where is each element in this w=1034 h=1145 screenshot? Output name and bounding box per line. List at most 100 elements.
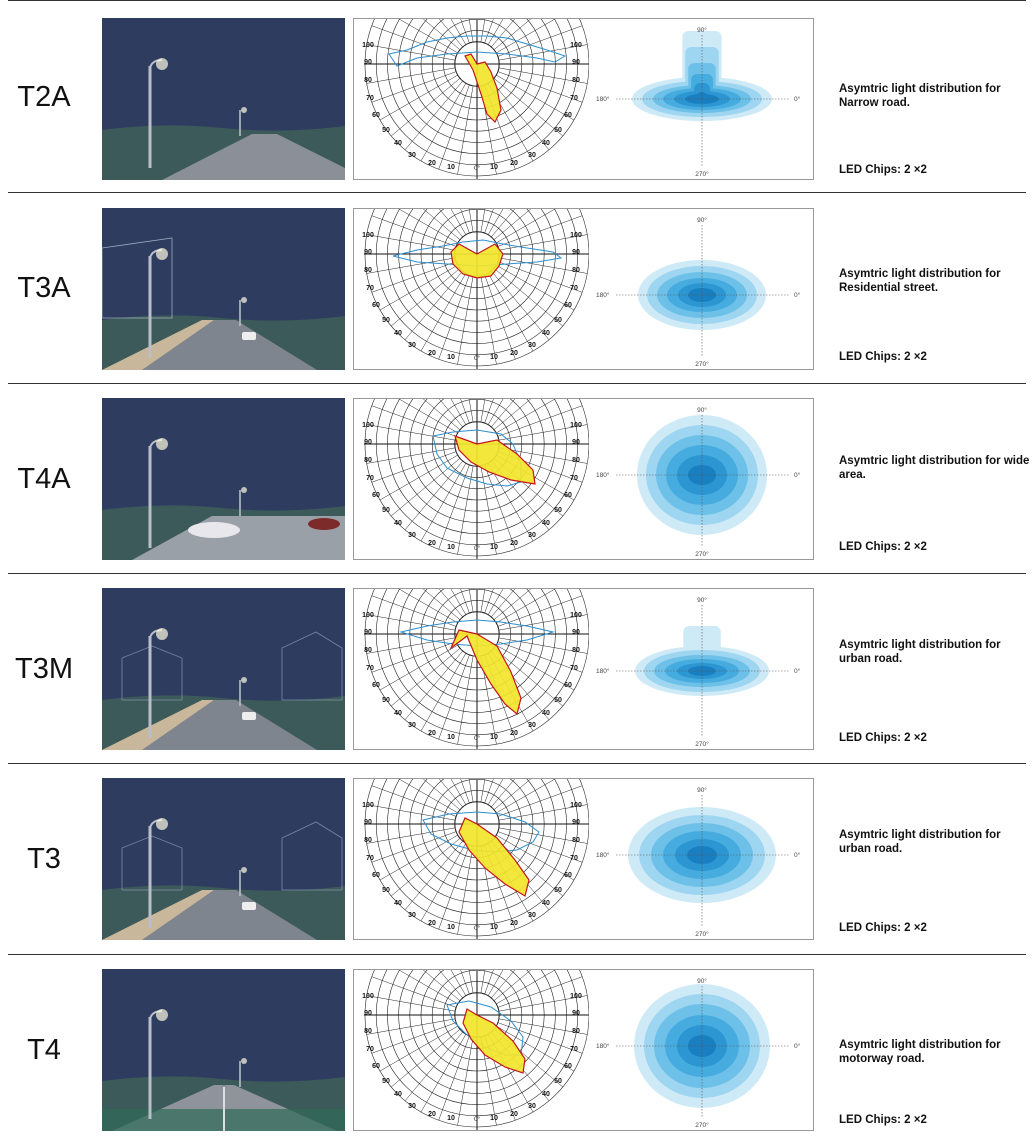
polar-scale-label: 90: [364, 819, 372, 826]
polar-scale-label: 90: [364, 59, 372, 66]
polar-grid-spoke: [498, 234, 588, 251]
row-divider: [8, 573, 1026, 574]
polar-scale-label: 90: [364, 1010, 372, 1017]
polar-grid-spoke: [460, 779, 470, 804]
polar-grid-spoke: [366, 827, 456, 844]
polar-grid-spoke: [493, 779, 532, 811]
isolux-diagram: 90° 180° 0° 270°: [596, 216, 801, 368]
street-light-glow: [156, 1009, 168, 1021]
polar-scale-label: 80: [364, 647, 372, 654]
polar-grid-spoke: [366, 67, 456, 84]
polar-grid-spoke: [484, 399, 494, 424]
polar-grid-spoke: [497, 785, 583, 817]
polar-scale-label: 10: [447, 164, 455, 171]
polar-grid-spoke: [495, 834, 575, 881]
polar-grid: [364, 19, 589, 179]
polar-scale-label: 30: [408, 1103, 416, 1110]
road-surface: [132, 516, 345, 560]
polar-scale-label: 100: [362, 422, 374, 429]
polar-grid-spoke: [493, 19, 532, 51]
car: [242, 902, 256, 910]
polar-grid-spoke: [379, 454, 459, 501]
polar-grid-spoke: [366, 447, 456, 464]
polar-grid-spoke: [495, 74, 575, 121]
distribution-type-label: T4: [27, 1033, 61, 1066]
polar-grid-spoke: [490, 80, 550, 150]
polar-grid-spoke: [420, 842, 467, 922]
polar-grid-spoke: [366, 1018, 456, 1035]
road-scene-illustration: [102, 969, 345, 1131]
polar-scale-label: 40: [394, 520, 402, 527]
car: [242, 332, 256, 340]
isolux-label-90: 90°: [697, 216, 707, 224]
polar-grid-spoke: [487, 399, 504, 426]
sidewalk: [102, 700, 214, 750]
isolux-label-270: 270°: [695, 740, 709, 748]
polar-scale-label: 80: [572, 1028, 580, 1035]
polar-grid-spoke: [422, 589, 461, 621]
polar-scale-label: 20: [428, 920, 436, 927]
polar-grid-spoke: [366, 257, 456, 274]
polar-grid-spoke: [497, 215, 583, 247]
polar-grid-spoke: [366, 995, 456, 1012]
polar-grid-spoke: [490, 270, 550, 340]
polar-grid-spoke: [498, 804, 588, 821]
polar-scale-label: 80: [364, 457, 372, 464]
row-divider: [8, 763, 1026, 764]
photometric-panel: 100 90 80 70 60 50 40 30 20 10 100 90 80 70 60 50 40 30 20…: [353, 778, 814, 940]
polar-grid-spoke: [457, 845, 474, 935]
distribution-row-t2a: T2A 100 90 80 70 60 50 40 30 20 10 100 90 80 70 60 50 40…: [0, 2, 1034, 192]
polar-grid-spoke: [450, 19, 467, 46]
isolux-label-0: 0°: [794, 1042, 801, 1050]
polar-grid-spoke: [487, 462, 534, 542]
polar-grid-spoke: [487, 970, 504, 997]
polar-grid-spoke: [422, 19, 461, 51]
polar-scale-label: 20: [428, 1111, 436, 1118]
distribution-type-label: T3M: [15, 652, 73, 685]
parked-car: [308, 518, 340, 530]
polar-scale-label: 90: [364, 249, 372, 256]
polar-grid-spoke: [493, 970, 532, 1002]
polar-grid-spoke: [487, 209, 504, 236]
isolux-label-90: 90°: [697, 406, 707, 414]
polar-grid-spoke: [391, 457, 461, 517]
led-chips-label: LED Chips: 2 ×2: [839, 164, 927, 176]
polar-grid-spoke: [493, 647, 563, 707]
polar-transverse-curve: [422, 811, 540, 853]
polar-grid-spoke: [420, 272, 467, 352]
polar-candela-diagram: 100 90 80 70 60 50 40 30 20 10 100 90 80 70 60 50 40 30 20…: [362, 970, 589, 1130]
polar-grid-spoke: [468, 19, 474, 43]
polar-candela-diagram: 100 90 80 70 60 50 40 30 20 10 100 90 80 70 60 50 40 30 20…: [362, 209, 589, 369]
polar-scale-label: 10: [490, 1115, 498, 1122]
polar-grid-spoke: [495, 19, 556, 54]
polar-grid-spoke: [371, 215, 457, 247]
polar-scale-label: 60: [564, 492, 572, 499]
polar-grid-spoke: [366, 424, 456, 441]
road-scene-illustration: [102, 398, 345, 560]
polar-scale-label: 90: [364, 629, 372, 636]
polar-scale-label: 100: [570, 802, 582, 809]
distribution-description: Asymtric light distribution for urban ro…: [839, 829, 1001, 855]
polar-candela-diagram: 100 90 80 70 60 50 40 30 20 10 100 90 80 70 60 50 40 30 20…: [362, 19, 589, 179]
photometric-panel: 100 90 80 70 60 50 40 30 20 10 100 90 80 70 60 50 40 30 20…: [353, 969, 814, 1131]
isolux-label-0: 0°: [794, 667, 801, 675]
distribution-description: Asymtric light distribution for wide are…: [839, 455, 1030, 481]
polar-grid-spoke: [371, 25, 457, 57]
polar-grid-spoke: [438, 399, 464, 428]
isolux-label-0: 0°: [794, 471, 801, 479]
polar-grid-spoke: [366, 804, 456, 821]
polar-grid-spoke: [487, 272, 534, 352]
polar-scale-label: 50: [554, 697, 562, 704]
polar-grid-spoke: [404, 460, 464, 530]
polar-grid-spoke: [493, 209, 532, 241]
polar-grid-spoke: [498, 424, 588, 441]
polar-scale-label: 100: [570, 612, 582, 619]
polar-scale-label: 60: [372, 682, 380, 689]
polar-grid-spoke: [371, 1022, 457, 1054]
distribution-row-t3a: T3A 100 90 80 70 60 50 40 30 20 10 100 90 80 70 60 50 40…: [0, 193, 1034, 383]
distribution-description: Asymtric light distribution for Resident…: [839, 268, 1001, 294]
street-light-glow: [241, 107, 247, 113]
polar-scale-label: 40: [542, 140, 550, 147]
polar-scale-label: 50: [382, 1078, 390, 1085]
polar-candela-diagram: 100 90 80 70 60 50 40 30 20 10 100 90 80 70 60 50 40 30 20…: [362, 589, 589, 749]
